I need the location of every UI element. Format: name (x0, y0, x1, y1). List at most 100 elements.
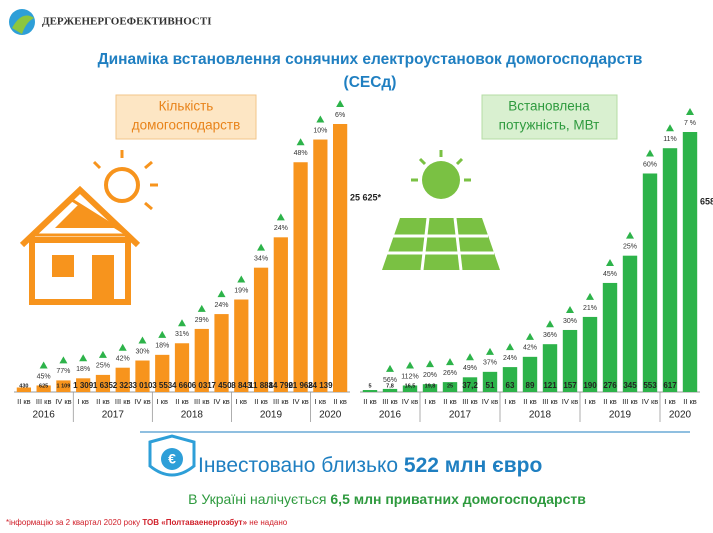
x-tick-label: I кв (664, 397, 675, 406)
growth-arrow (586, 292, 594, 300)
chart-label: Кількість (159, 99, 214, 114)
growth-arrow (646, 149, 654, 157)
value-label: 6 031 (192, 381, 213, 390)
bar (115, 367, 130, 392)
growth-label: 30% (135, 348, 149, 355)
bar (462, 377, 478, 392)
growth-arrow (386, 364, 394, 372)
growth-label: 49% (463, 365, 477, 372)
growth-label: 36% (543, 332, 557, 339)
value-label: 37,2 (462, 381, 478, 390)
x-tick-label: II кв (523, 397, 537, 406)
bar (502, 367, 518, 392)
growth-arrow (138, 336, 147, 344)
growth-label: 18% (155, 343, 169, 350)
growth-arrow (257, 243, 266, 251)
x-group-label: 2019 (609, 410, 632, 421)
bar (174, 343, 190, 392)
bar (95, 374, 111, 392)
growth-label: 37% (483, 360, 497, 367)
x-tick-label: IV кв (55, 397, 71, 406)
growth-arrow (506, 343, 514, 351)
growth-label: 34% (254, 256, 268, 263)
value-label: 157 (563, 381, 577, 390)
x-group-label: 2020 (319, 410, 342, 421)
bar (313, 139, 328, 392)
x-tick-label: III кв (462, 397, 478, 406)
bar (642, 173, 658, 392)
bar (194, 328, 209, 392)
value-label: 8 843 (231, 381, 252, 390)
growth-arrow (566, 305, 574, 313)
growth-arrow (217, 290, 226, 298)
footnote: *інформацію за 2 квартал 2020 року ТОВ «… (6, 518, 288, 527)
bar (582, 316, 598, 392)
value-label: 658* (700, 196, 713, 206)
euro-badge: € (148, 434, 196, 477)
x-tick-label: II кв (603, 397, 617, 406)
x-tick-label: IV кв (292, 397, 308, 406)
value-label: 3 010 (132, 381, 153, 390)
bar (234, 299, 249, 392)
chart-label-box (481, 94, 618, 140)
x-tick-label: I кв (504, 397, 515, 406)
x-tick-label: III кв (194, 397, 210, 406)
bar (562, 329, 578, 392)
title-line: (СЕСд) (344, 74, 397, 91)
footnote-part: не надано (247, 518, 288, 527)
x-tick-label: II кв (254, 397, 268, 406)
bar (36, 385, 51, 392)
invest-text: Інвестовано близько 522 млн євро (198, 454, 542, 477)
growth-arrow (666, 124, 674, 132)
value-label: 4 660 (172, 381, 193, 390)
invest-part: Інвестовано близько (198, 454, 404, 477)
chart-label: домогосподарств (132, 118, 241, 133)
x-tick-label: IV кв (642, 397, 658, 406)
x-tick-label: II кв (333, 397, 347, 406)
x-tick-label: II кв (443, 397, 457, 406)
value-label: 25 625* (350, 192, 382, 202)
x-tick-label: IV кв (402, 397, 418, 406)
growth-label: 45% (37, 373, 51, 380)
logo-text: ДЕРЖЕНЕРГОЕФЕКТИВНОСТІ (42, 16, 211, 28)
value-label: 25 (447, 383, 453, 389)
x-tick-label: IV кв (562, 397, 578, 406)
growth-label: 29% (195, 317, 209, 324)
logo (9, 9, 35, 35)
value-label: 63 (506, 381, 515, 390)
growth-arrow (426, 360, 434, 368)
bar (442, 382, 458, 392)
value-label: 625 (39, 383, 48, 389)
x-tick-label: II кв (96, 397, 110, 406)
growth-label: 19% (234, 287, 248, 294)
growth-arrow (406, 361, 414, 369)
growth-arrow (336, 100, 345, 107)
value-label: 121 (543, 381, 557, 390)
logo-leaf (12, 15, 34, 34)
growth-arrow (158, 330, 167, 338)
x-tick-label: I кв (236, 397, 247, 406)
x-tick-label: I кв (584, 397, 595, 406)
value-label: 617 (663, 381, 677, 390)
households-text: В Україні налічується 6,5 млн приватних … (188, 491, 586, 507)
bar (16, 387, 31, 392)
growth-label: 6% (335, 112, 345, 119)
value-label: 553 (643, 381, 657, 390)
growth-arrow (546, 320, 554, 328)
x-group-label: 2020 (669, 410, 692, 421)
growth-arrow (486, 347, 494, 355)
growth-arrow (59, 356, 68, 364)
value-label: 2 323 (113, 381, 134, 390)
growth-arrow (296, 138, 305, 146)
value-label: 19,8 (425, 383, 436, 389)
growth-label: 25% (96, 363, 110, 370)
growth-label: 11% (663, 136, 677, 143)
bar (682, 132, 698, 392)
svg-text:€: € (168, 451, 176, 467)
growth-label: 56% (383, 377, 397, 384)
x-group-label: 2016 (379, 410, 402, 421)
bar (362, 390, 378, 392)
growth-arrow (626, 231, 634, 239)
growth-arrow (466, 353, 474, 361)
x-tick-label: IV кв (134, 397, 150, 406)
